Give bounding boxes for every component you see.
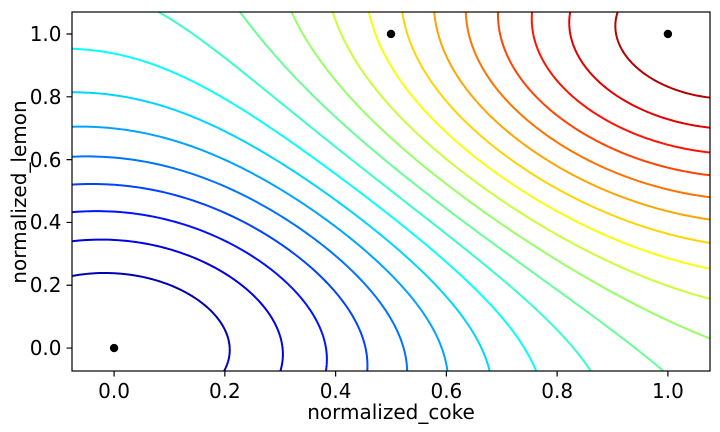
y-tick-label: 0.2 — [29, 273, 62, 298]
y-tick-label: 0.0 — [29, 336, 62, 361]
y-tick-label: 0.8 — [29, 84, 62, 109]
y-tick-label: 0.6 — [29, 147, 62, 172]
x-tick-label: 0.6 — [430, 378, 463, 403]
y-tick-label: 1.0 — [29, 21, 62, 46]
x-tick-label: 0.2 — [208, 378, 241, 403]
x-tick-label: 0.8 — [541, 378, 574, 403]
x-axis-label: normalized_coke — [307, 400, 475, 424]
y-axis-label: normalized_lemon — [7, 99, 31, 284]
x-tick-label: 0.4 — [319, 378, 352, 403]
x-tick-label: 0.0 — [98, 378, 130, 403]
y-tick-label: 0.4 — [29, 210, 62, 235]
x-tick-label: 1.0 — [652, 378, 684, 403]
